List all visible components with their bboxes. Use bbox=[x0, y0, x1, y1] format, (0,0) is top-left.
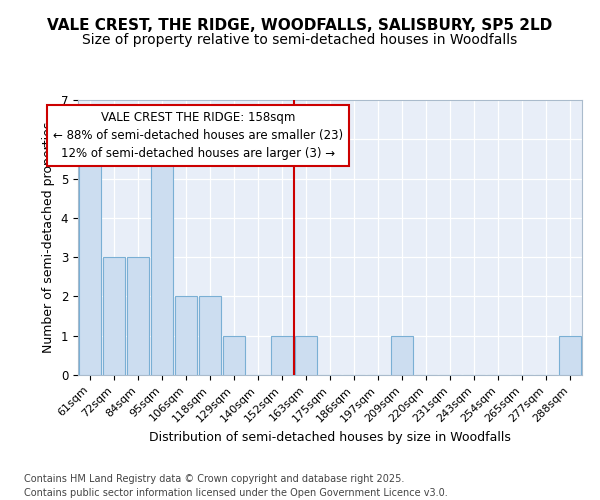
Text: VALE CREST, THE RIDGE, WOODFALLS, SALISBURY, SP5 2LD: VALE CREST, THE RIDGE, WOODFALLS, SALISB… bbox=[47, 18, 553, 32]
Bar bbox=[127, 257, 149, 375]
Bar bbox=[151, 140, 173, 375]
Bar bbox=[79, 140, 101, 375]
Bar bbox=[199, 296, 221, 375]
Text: Contains HM Land Registry data © Crown copyright and database right 2025.
Contai: Contains HM Land Registry data © Crown c… bbox=[24, 474, 448, 498]
Bar bbox=[271, 336, 293, 375]
Text: VALE CREST THE RIDGE: 158sqm
← 88% of semi-detached houses are smaller (23)
12% : VALE CREST THE RIDGE: 158sqm ← 88% of se… bbox=[53, 111, 343, 160]
X-axis label: Distribution of semi-detached houses by size in Woodfalls: Distribution of semi-detached houses by … bbox=[149, 430, 511, 444]
Bar bbox=[295, 336, 317, 375]
Text: Size of property relative to semi-detached houses in Woodfalls: Size of property relative to semi-detach… bbox=[82, 33, 518, 47]
Y-axis label: Number of semi-detached properties: Number of semi-detached properties bbox=[42, 122, 55, 353]
Bar bbox=[391, 336, 413, 375]
Bar bbox=[559, 336, 581, 375]
Bar bbox=[175, 296, 197, 375]
Bar bbox=[103, 257, 125, 375]
Bar bbox=[223, 336, 245, 375]
